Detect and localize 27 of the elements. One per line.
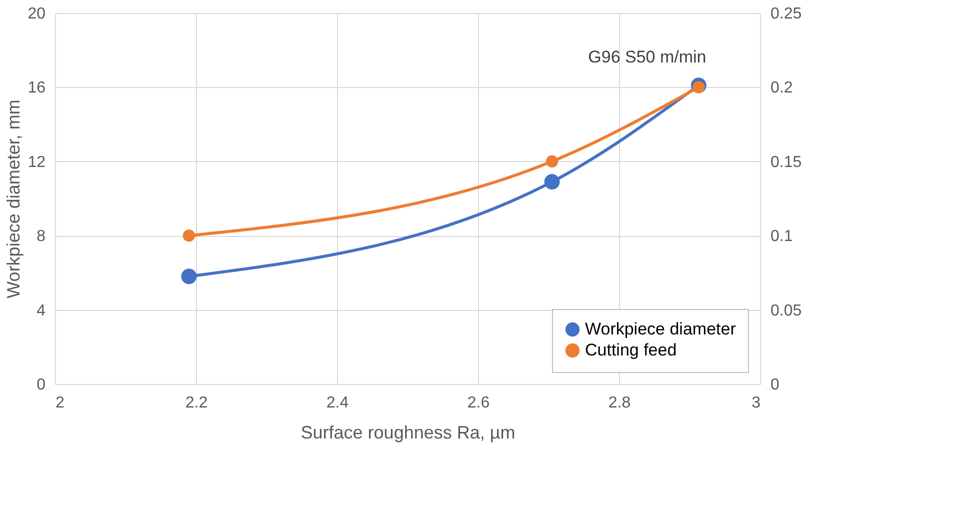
- y2-tick-label: 0.05: [770, 302, 802, 320]
- legend-label: Cutting feed: [585, 340, 677, 360]
- y-tick-label: 0: [36, 376, 46, 394]
- x-tick-label: 3: [752, 394, 761, 412]
- x-tick-label: 2.4: [326, 394, 349, 412]
- annotation: G96 S50 m/min: [588, 48, 706, 67]
- y-tick-label: 8: [36, 228, 46, 246]
- legend-label: Workpiece diameter: [585, 320, 736, 338]
- x-tick-label: 2.8: [608, 394, 631, 412]
- point: [546, 155, 558, 168]
- y-tick-label: 12: [28, 154, 46, 171]
- x-tick-label: 2: [56, 394, 64, 412]
- x-axis-title: Surface roughness Ra, µm: [300, 422, 516, 442]
- y-tick-label: 20: [28, 6, 46, 22]
- x-tick-label: 2.6: [467, 394, 490, 412]
- y2-tick-label: 0.1: [770, 228, 793, 246]
- point: [181, 268, 197, 284]
- point: [544, 174, 560, 190]
- y-tick-label: 16: [28, 80, 46, 97]
- point: [182, 229, 196, 242]
- y2-tick-label: 0.15: [770, 154, 802, 171]
- y-tick-label: 4: [36, 302, 46, 320]
- y2-tick-label: 0.25: [770, 6, 802, 22]
- y-axis-title: Workpiece diameter, mm: [4, 100, 24, 298]
- x-tick-label: 2.2: [185, 394, 208, 412]
- y2-tick-label: 0: [770, 376, 780, 394]
- y2-tick-label: 0.2: [770, 80, 793, 97]
